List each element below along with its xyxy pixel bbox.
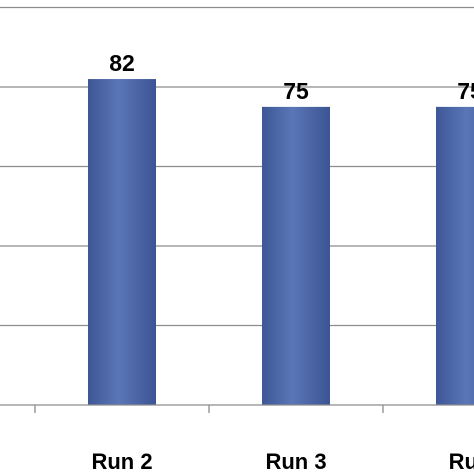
bar-value-label: 75 — [283, 78, 309, 104]
x-axis — [0, 404, 474, 413]
gridlines — [0, 6, 474, 327]
bar — [436, 106, 474, 405]
category-label: Run 2 — [91, 449, 152, 474]
category-label: Run — [449, 449, 474, 474]
bar — [88, 79, 156, 406]
category-labels: Run 2 Run 3 Run — [91, 449, 474, 474]
bar-value-label: 82 — [109, 50, 135, 76]
data-labels: 82 75 75 — [109, 50, 474, 104]
category-label: Run 3 — [265, 449, 326, 474]
bars — [88, 79, 474, 406]
bar-value-label: 75 — [457, 78, 474, 104]
bar — [262, 106, 330, 405]
